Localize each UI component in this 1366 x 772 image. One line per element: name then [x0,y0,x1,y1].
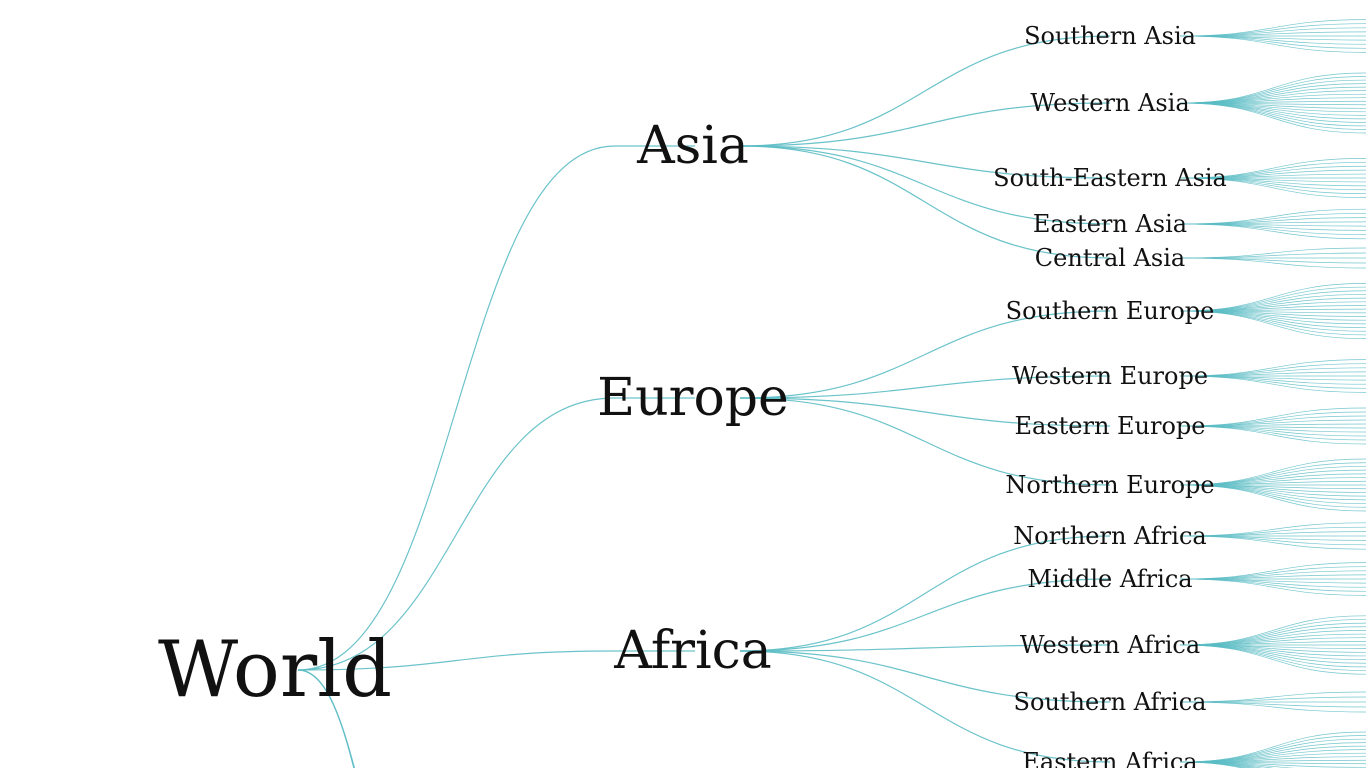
link-africa-southern-africa [739,650,1111,703]
node-western-africa: Western Africa [1020,631,1200,659]
node-eastern-europe: Eastern Europe [1014,412,1205,440]
leaf-link-northern-africa [1179,535,1366,550]
leaf-link-south-eastern-asia [1179,177,1366,198]
link-world-europe [297,397,616,671]
node-asia: Asia [636,116,749,176]
link-europe-western-europe [739,375,1111,399]
link-europe-southern-europe [739,310,1111,399]
leaf-link-eastern-asia [1179,223,1366,235]
node-south-eastern-asia: South-Eastern Asia [993,164,1227,192]
leaf-link-northern-europe [1179,484,1366,512]
node-middle-africa: Middle Africa [1027,565,1192,593]
leaf-link-southern-asia [1179,19,1366,37]
node-southern-africa: Southern Africa [1014,688,1207,716]
leaf-link-eastern-asia [1179,213,1366,225]
leaf-link-middle-africa [1179,562,1366,580]
leaf-link-western-asia [1179,102,1366,127]
labels-layer: World Asia Southern Asia Western Asia South-… [158,22,1227,772]
leaf-link-eastern-europe [1179,425,1366,437]
node-northern-africa: Northern Africa [1013,522,1206,550]
leaf-link-eastern-africa [1179,761,1259,772]
leaf-link-eastern-africa [1179,738,1366,763]
leaf-link-eastern-asia [1179,221,1366,225]
leaf-link-middle-africa [1179,578,1366,596]
links-layer [297,19,1366,772]
leaf-link-western-asia [1179,102,1366,130]
leaf-link-western-asia [1179,79,1366,104]
link-asia-southern-asia [739,35,1111,147]
link-africa-middle-africa [739,578,1111,652]
leaf-link-western-asia [1179,76,1366,104]
leaf-link-southern-africa [1179,701,1366,713]
link-world-offscreen-1 [297,669,356,772]
leaf-link-eastern-asia [1179,223,1366,240]
leaf-link-eastern-europe [1179,415,1366,427]
link-world-africa [297,650,616,671]
link-asia-western-asia [739,102,1111,147]
leaf-link-southern-europe [1179,310,1366,339]
link-africa-northern-africa [739,535,1111,652]
link-asia-central-asia [739,145,1111,259]
node-eastern-asia: Eastern Asia [1033,210,1187,238]
link-world-asia [297,145,616,671]
node-europe: Europe [597,368,789,428]
node-eastern-africa: Eastern Africa [1022,748,1197,768]
node-central-asia: Central Asia [1035,244,1185,272]
leaf-link-eastern-africa [1179,735,1366,763]
leaf-link-western-europe [1179,375,1366,393]
leaf-link-central-asia [1179,257,1366,269]
node-northern-europe: Northern Europe [1005,471,1214,499]
node-southern-asia: Southern Asia [1024,22,1196,50]
node-southern-europe: Southern Europe [1006,297,1215,325]
node-africa: Africa [613,621,772,681]
leaf-link-western-africa [1179,626,1366,646]
link-asia-south-eastern-asia [739,145,1111,179]
node-western-asia: Western Asia [1030,89,1189,117]
node-world: World [158,625,392,715]
link-europe-eastern-europe [739,397,1111,427]
leaf-link-eastern-europe [1179,423,1366,427]
leaf-link-western-asia [1179,102,1366,134]
link-europe-northern-europe [739,397,1111,486]
link-africa-western-africa [739,644,1111,652]
leaf-link-western-africa [1179,644,1366,664]
link-asia-eastern-asia [739,145,1111,225]
leaf-link-southern-asia [1179,35,1366,53]
link-africa-eastern-africa [739,650,1111,763]
node-western-europe: Western Europe [1012,362,1208,390]
leaf-link-western-africa [1179,644,1366,675]
leaf-link-eastern-europe [1179,425,1366,445]
